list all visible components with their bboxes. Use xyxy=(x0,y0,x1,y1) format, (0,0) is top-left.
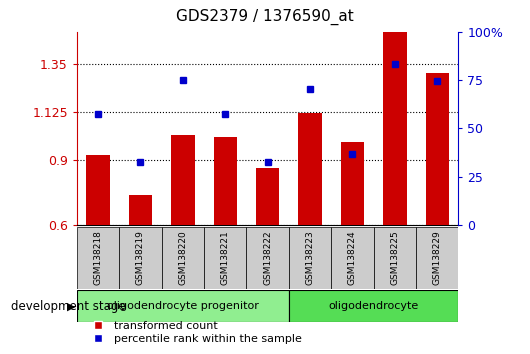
Text: development stage: development stage xyxy=(11,301,125,313)
Legend: transformed count, percentile rank within the sample: transformed count, percentile rank withi… xyxy=(82,316,306,348)
Bar xyxy=(129,195,152,225)
Text: GSM138229: GSM138229 xyxy=(433,230,441,285)
Bar xyxy=(214,137,237,225)
Text: GSM138224: GSM138224 xyxy=(348,230,357,285)
Bar xyxy=(77,290,289,322)
Bar xyxy=(374,227,416,289)
Bar xyxy=(298,113,322,225)
Text: GSM138222: GSM138222 xyxy=(263,230,272,285)
Text: GSM138221: GSM138221 xyxy=(221,230,229,285)
Bar xyxy=(383,32,407,225)
Text: ▶: ▶ xyxy=(67,302,76,312)
Text: GSM138220: GSM138220 xyxy=(179,230,187,285)
Bar xyxy=(86,155,110,225)
Text: GSM138223: GSM138223 xyxy=(306,230,314,285)
Bar xyxy=(119,227,162,289)
Bar xyxy=(341,142,364,225)
Text: GSM138225: GSM138225 xyxy=(391,230,399,285)
Bar xyxy=(204,227,246,289)
Bar xyxy=(289,227,331,289)
Bar xyxy=(416,227,458,289)
Bar xyxy=(162,227,204,289)
Bar xyxy=(256,168,279,225)
Text: GSM138219: GSM138219 xyxy=(136,230,145,285)
Bar xyxy=(246,227,289,289)
Bar xyxy=(331,227,374,289)
Text: oligodendrocyte: oligodendrocyte xyxy=(329,301,419,311)
Bar xyxy=(77,227,119,289)
Bar xyxy=(171,135,195,225)
Text: oligodendrocyte progenitor: oligodendrocyte progenitor xyxy=(107,301,259,311)
Text: GSM138218: GSM138218 xyxy=(94,230,102,285)
Bar xyxy=(426,73,449,225)
Bar xyxy=(289,290,458,322)
Text: GDS2379 / 1376590_at: GDS2379 / 1376590_at xyxy=(176,9,354,25)
